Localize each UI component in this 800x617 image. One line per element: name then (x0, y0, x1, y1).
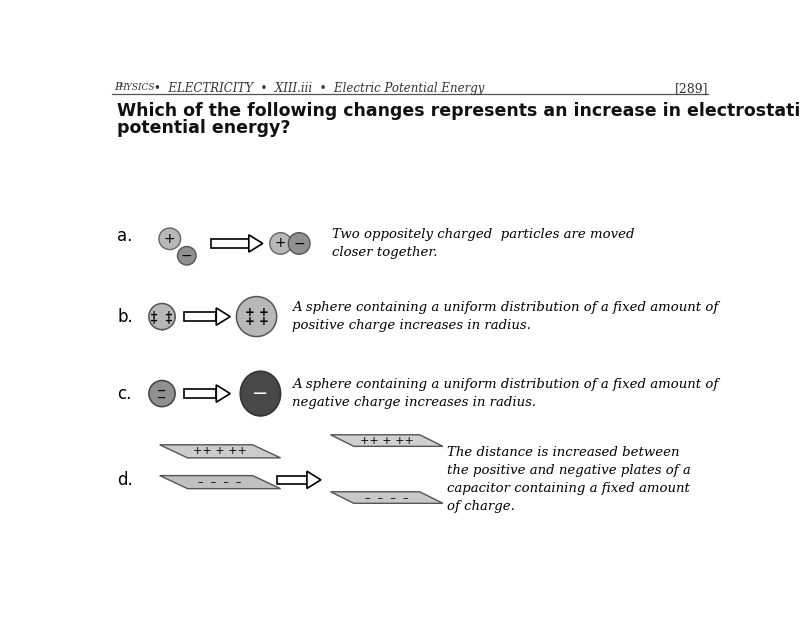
Circle shape (149, 381, 175, 407)
Polygon shape (160, 476, 281, 489)
Text: d.: d. (117, 471, 133, 489)
Text: a.: a. (117, 226, 133, 245)
Ellipse shape (240, 371, 281, 416)
Circle shape (178, 247, 196, 265)
Polygon shape (330, 492, 443, 503)
Text: −: − (294, 236, 305, 251)
Text: A sphere containing a uniform distribution of a fixed amount of
positive charge : A sphere containing a uniform distributi… (292, 301, 718, 332)
Text: +  +: + + (150, 310, 174, 320)
Text: + +: + + (245, 315, 269, 328)
Text: A sphere containing a uniform distribution of a fixed amount of
negative charge : A sphere containing a uniform distributi… (292, 378, 718, 409)
Polygon shape (184, 312, 216, 321)
Polygon shape (277, 476, 307, 484)
Text: P: P (114, 81, 122, 92)
Circle shape (237, 297, 277, 337)
Text: +: + (274, 236, 286, 251)
Text: +  +: + + (150, 316, 174, 326)
Text: •  ELECTRICITY  •  XIII.iii  •  Electric Potential Energy: • ELECTRICITY • XIII.iii • Electric Pote… (154, 81, 485, 95)
Circle shape (288, 233, 310, 254)
Text: c.: c. (117, 384, 131, 402)
Polygon shape (216, 308, 230, 325)
Text: +: + (164, 232, 175, 246)
Polygon shape (216, 385, 230, 402)
Text: –  –  –  –: – – – – (365, 492, 409, 502)
Text: ++ + ++: ++ + ++ (193, 446, 247, 457)
Text: b.: b. (117, 308, 133, 326)
Polygon shape (307, 471, 321, 489)
Text: potential energy?: potential energy? (117, 118, 290, 137)
Text: −: − (158, 392, 166, 402)
Text: The distance is increased between
the positive and negative plates of a
capacito: The distance is increased between the po… (447, 446, 691, 513)
Text: Two oppositely charged  particles are moved
closer together.: Two oppositely charged particles are mov… (333, 228, 635, 259)
Text: −: − (252, 384, 269, 403)
Text: [289]: [289] (675, 81, 708, 95)
Text: Which of the following changes represents an increase in electrostatic: Which of the following changes represent… (117, 102, 800, 120)
Polygon shape (249, 235, 262, 252)
Polygon shape (160, 445, 281, 458)
Text: −: − (158, 386, 166, 396)
Text: ++ + ++: ++ + ++ (360, 436, 414, 445)
Circle shape (270, 233, 291, 254)
Polygon shape (184, 389, 216, 398)
Text: HYSICS: HYSICS (118, 83, 155, 93)
Text: + +: + + (245, 306, 269, 319)
Circle shape (149, 304, 175, 329)
Polygon shape (211, 239, 249, 247)
Circle shape (159, 228, 181, 250)
Text: –  –  –  –: – – – – (198, 477, 242, 487)
Text: −: − (181, 249, 193, 263)
Polygon shape (330, 435, 443, 446)
